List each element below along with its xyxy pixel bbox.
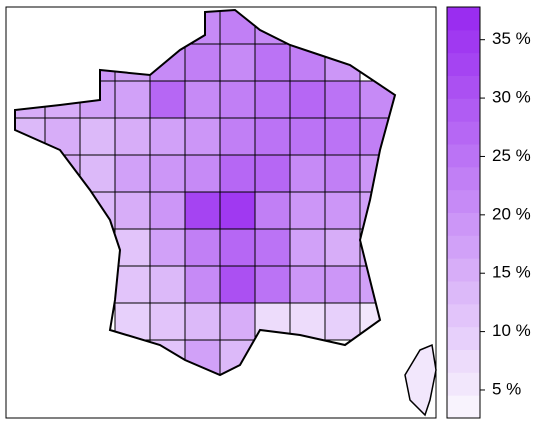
region xyxy=(219,191,256,230)
region xyxy=(114,191,151,230)
region xyxy=(289,191,326,230)
colorbar-tick-label: 15 % xyxy=(492,263,531,282)
colorbar-step xyxy=(447,258,480,282)
colorbar-step xyxy=(447,189,480,213)
region xyxy=(324,80,361,119)
region xyxy=(184,80,221,119)
region xyxy=(219,80,256,119)
region xyxy=(114,228,151,267)
colorbar-step xyxy=(447,98,480,122)
region xyxy=(184,265,221,304)
region xyxy=(219,265,256,304)
region xyxy=(79,117,116,156)
region xyxy=(324,154,361,193)
region xyxy=(79,154,116,193)
region xyxy=(254,228,291,267)
colorbar-step xyxy=(447,7,480,31)
region xyxy=(149,265,186,304)
region xyxy=(149,154,186,193)
colorbar-step xyxy=(447,326,480,350)
region xyxy=(184,43,221,82)
region xyxy=(184,302,221,341)
region xyxy=(289,117,326,156)
region xyxy=(324,117,361,156)
colorbar-step xyxy=(447,372,480,396)
region xyxy=(289,228,326,267)
colorbar-step xyxy=(447,52,480,76)
region xyxy=(114,265,151,304)
colorbar-tick-label: 25 % xyxy=(492,146,531,165)
region xyxy=(219,228,256,267)
region xyxy=(149,302,186,341)
region xyxy=(219,302,256,341)
colorbar: 5 % 10 % 15 % 20 % 25 % 30 % 35 % xyxy=(447,7,531,419)
region xyxy=(219,117,256,156)
region xyxy=(149,228,186,267)
region xyxy=(184,228,221,267)
region xyxy=(149,191,186,230)
colorbar-step xyxy=(447,29,480,54)
colorbar-step xyxy=(447,235,480,259)
colorbar-tick-label: 35 % xyxy=(492,29,531,48)
region xyxy=(149,80,186,119)
colorbar-step xyxy=(447,166,480,191)
region xyxy=(114,154,151,193)
colorbar-tick-label: 20 % xyxy=(492,204,531,223)
colorbar-tick-label: 10 % xyxy=(492,321,531,340)
france-outline xyxy=(14,8,397,377)
region xyxy=(184,154,221,193)
region xyxy=(324,265,361,304)
colorbar-step xyxy=(447,75,480,99)
region xyxy=(254,265,291,304)
region xyxy=(324,191,361,230)
corsica-outline xyxy=(404,343,437,417)
region xyxy=(324,228,361,267)
region xyxy=(114,80,151,119)
region xyxy=(219,43,256,82)
region xyxy=(289,80,326,119)
colorbar-step xyxy=(447,212,480,236)
colorbar-frame xyxy=(446,6,481,419)
colorbar-step xyxy=(447,144,480,168)
region xyxy=(254,80,291,119)
region xyxy=(254,154,291,193)
region xyxy=(184,117,221,156)
region xyxy=(324,302,361,341)
region xyxy=(219,154,256,193)
colorbar-step xyxy=(447,349,480,373)
region xyxy=(254,43,291,82)
colorbar-step xyxy=(447,303,480,328)
region xyxy=(289,154,326,193)
region xyxy=(114,117,151,156)
region xyxy=(254,191,291,230)
colorbar-step xyxy=(447,281,480,305)
region xyxy=(254,117,291,156)
colorbar-tick-label: 5 % xyxy=(492,379,521,398)
colorbar-step xyxy=(447,395,480,419)
region xyxy=(149,117,186,156)
colorbar-step xyxy=(447,121,480,145)
colorbar-tick-label: 30 % xyxy=(492,88,531,107)
region xyxy=(184,191,221,230)
region xyxy=(289,265,326,304)
